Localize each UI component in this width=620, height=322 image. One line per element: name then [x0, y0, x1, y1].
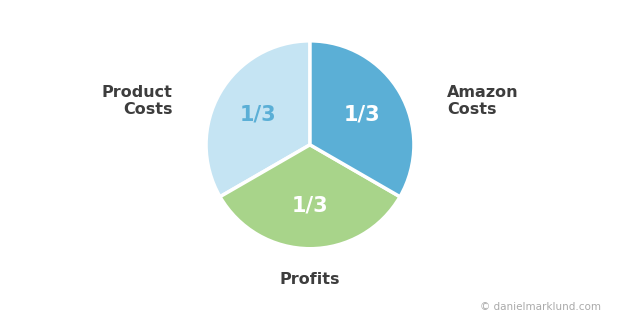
Text: 1/3: 1/3 [239, 105, 276, 125]
Text: Amazon
Costs: Amazon Costs [447, 85, 519, 117]
Text: 1/3: 1/3 [291, 195, 329, 215]
Text: © danielmarklund.com: © danielmarklund.com [480, 302, 601, 312]
Wedge shape [220, 145, 400, 249]
Text: Product
Costs: Product Costs [102, 85, 173, 117]
Text: Profits: Profits [280, 272, 340, 288]
Text: 1/3: 1/3 [344, 105, 381, 125]
Wedge shape [310, 41, 414, 197]
Wedge shape [206, 41, 310, 197]
